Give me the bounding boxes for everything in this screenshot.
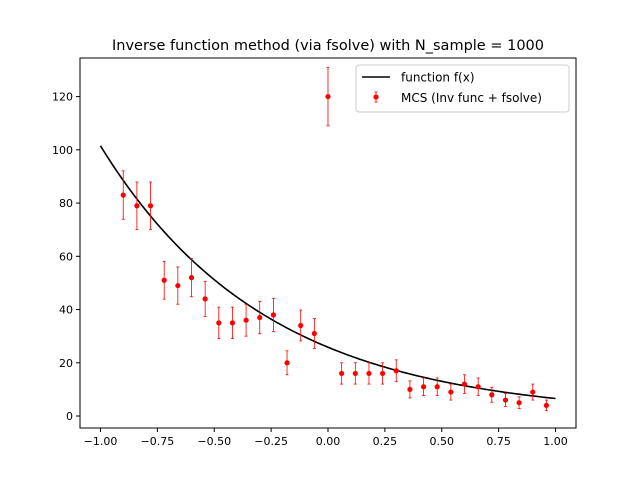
point-marker: [489, 392, 495, 398]
data-point: [134, 181, 140, 230]
data-point: [380, 362, 386, 385]
data-point: [366, 362, 372, 385]
data-point: [530, 383, 536, 401]
data-point: [393, 359, 399, 383]
x-tick-label: −0.25: [254, 435, 288, 448]
data-point: [161, 260, 167, 300]
point-marker: [175, 282, 181, 289]
data-point: [516, 396, 522, 409]
data-point: [475, 377, 481, 396]
point-marker: [257, 314, 263, 321]
data-point: [216, 306, 222, 339]
point-marker: [393, 368, 399, 374]
x-tick-label: 0.75: [486, 435, 511, 448]
x-tick-label: −0.50: [197, 435, 231, 448]
data-point: [311, 318, 317, 349]
point-marker: [461, 381, 468, 387]
y-tick-label: 100: [52, 144, 73, 157]
data-point: [407, 380, 413, 399]
point-marker: [502, 397, 509, 403]
point-marker: [243, 317, 249, 323]
data-point: [352, 362, 358, 385]
data-point: [270, 297, 276, 332]
data-point: [120, 170, 126, 220]
point-marker: [311, 330, 317, 337]
y-tick-label: 120: [52, 91, 73, 104]
x-tick-label: 0.00: [316, 435, 341, 448]
y-tick-label: 60: [59, 250, 73, 263]
point-marker: [284, 360, 290, 366]
data-point: [188, 258, 195, 298]
point-marker: [298, 322, 304, 329]
point-marker: [407, 386, 413, 393]
x-tick-label: −1.00: [84, 435, 118, 448]
point-marker: [420, 384, 427, 390]
point-marker: [229, 320, 236, 326]
y-axis: 0 20 40 60 80 100 120: [52, 91, 80, 423]
y-tick-label: 80: [59, 197, 73, 210]
x-tick-label: 0.25: [373, 435, 398, 448]
legend-label-points: MCS (Inv func + fsolve): [401, 91, 542, 105]
point-marker: [134, 203, 140, 209]
chart-title: Inverse function method (via fsolve) wit…: [112, 38, 544, 54]
x-axis: −1.00 −0.75 −0.50 −0.25 0.00 0.25 0.50 0.75 1.00: [84, 428, 568, 448]
y-tick-label: 20: [59, 357, 73, 370]
x-tick-label: 1.00: [543, 435, 568, 448]
legend: function f(x) MCS (Inv func + fsolve): [355, 64, 570, 113]
point-marker: [325, 93, 331, 100]
data-point: [229, 306, 236, 339]
point-marker: [202, 296, 208, 302]
data-point: [175, 266, 181, 305]
point-marker: [161, 277, 167, 283]
x-tick-label: −0.75: [140, 435, 174, 448]
y-tick-label: 40: [59, 304, 73, 317]
data-point: [448, 383, 454, 401]
data-point: [202, 280, 208, 317]
point-marker: [339, 370, 345, 377]
point-marker: [530, 389, 536, 395]
point-marker: [352, 370, 358, 377]
point-marker: [516, 400, 522, 406]
data-point: [243, 303, 249, 337]
data-point: [147, 181, 154, 230]
legend-label-curve: function f(x): [401, 71, 475, 85]
data-point: [420, 377, 427, 396]
y-tick-label: 0: [66, 410, 73, 423]
data-point: [543, 399, 550, 412]
data-point: [284, 350, 290, 376]
data-point: [325, 66, 331, 127]
legend-box: [355, 64, 570, 113]
point-marker: [543, 402, 550, 408]
legend-marker-swatch: [373, 94, 379, 100]
point-marker: [188, 275, 195, 281]
data-point: [339, 362, 345, 385]
data-point: [502, 393, 509, 407]
plot-area: [99, 66, 556, 412]
point-marker: [448, 389, 454, 395]
data-point: [298, 309, 304, 342]
data-point: [434, 377, 440, 396]
data-point: [257, 300, 263, 335]
data-point: [489, 386, 495, 403]
point-marker: [120, 192, 126, 198]
point-marker: [434, 384, 440, 390]
point-marker: [380, 370, 386, 377]
point-marker: [216, 320, 222, 326]
point-marker: [270, 312, 276, 318]
points-layer: [120, 66, 550, 412]
data-point: [461, 374, 468, 394]
point-marker: [147, 203, 154, 209]
point-marker: [366, 370, 372, 377]
x-tick-label: 0.50: [430, 435, 455, 448]
point-marker: [475, 384, 481, 390]
